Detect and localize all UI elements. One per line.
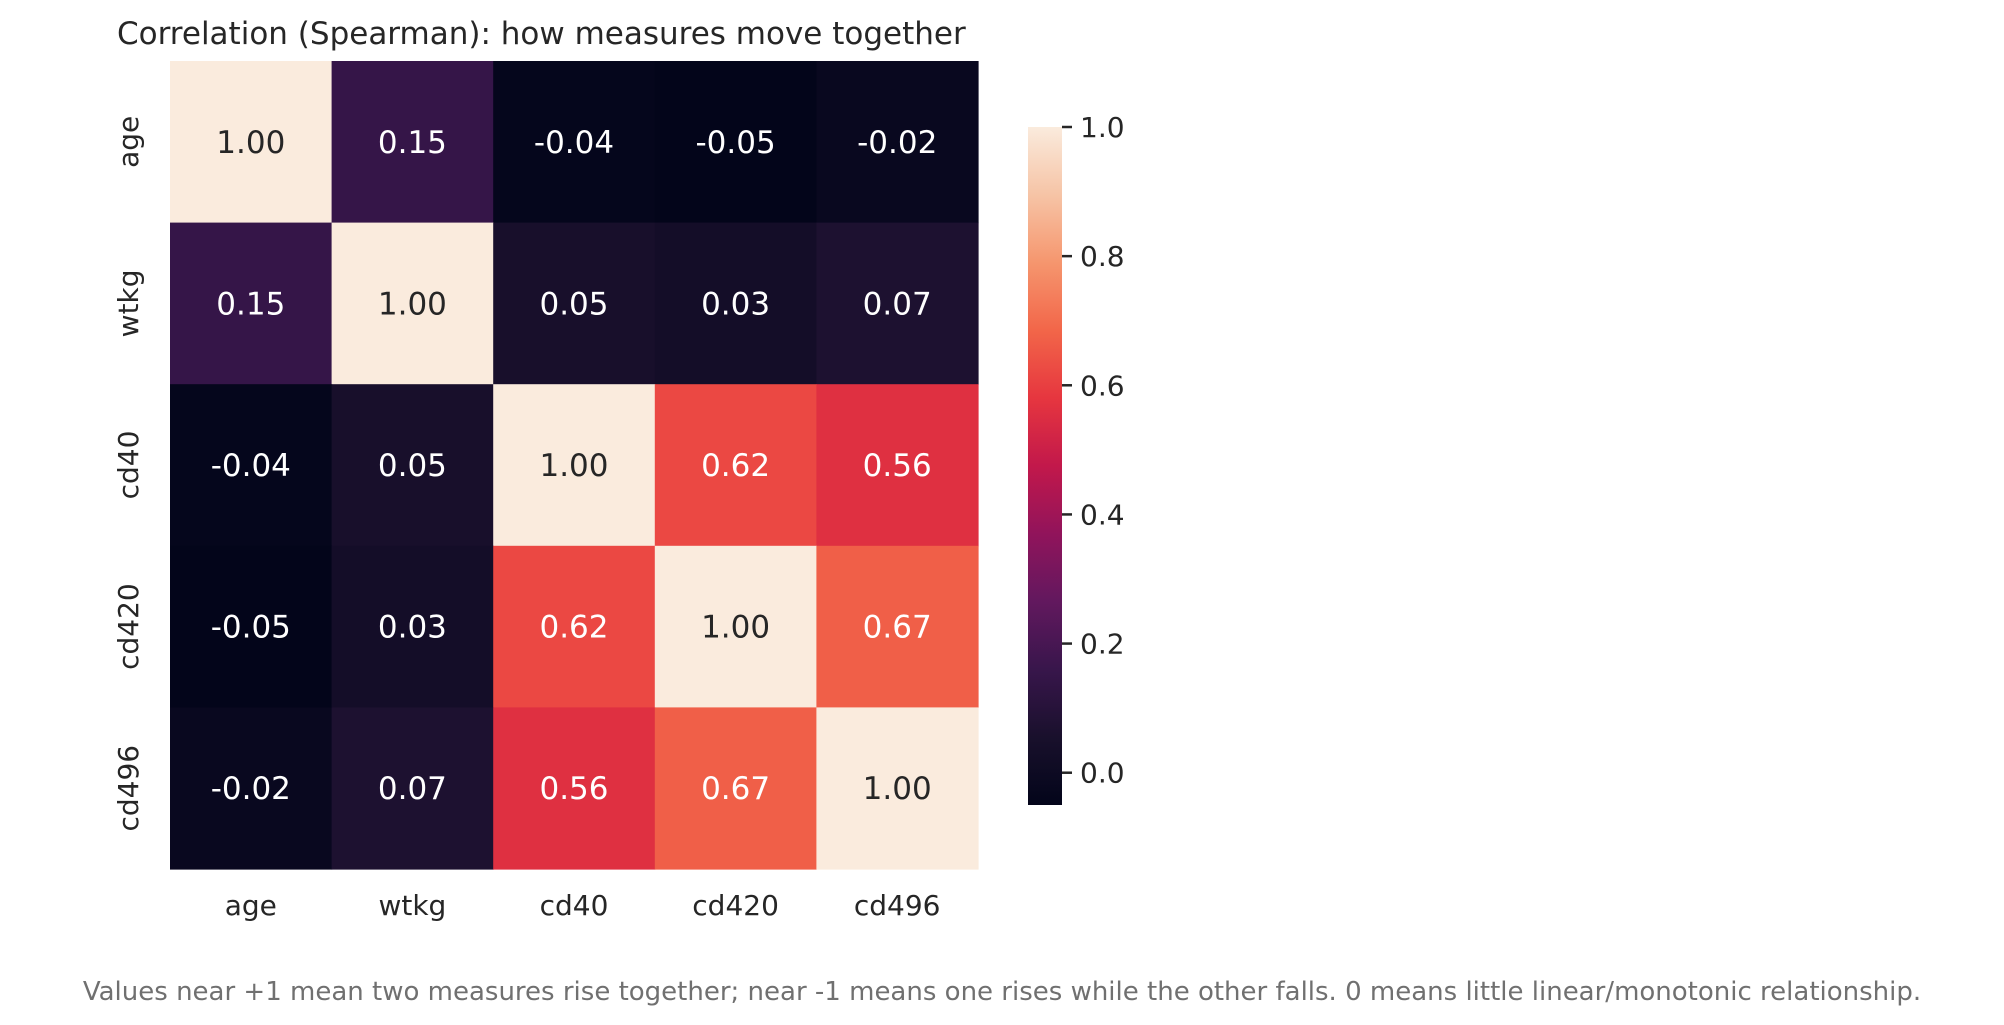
cell-wtkg-cd420 bbox=[654, 222, 817, 385]
cell-cd496-wtkg bbox=[331, 707, 494, 870]
cell-cd496-cd420 bbox=[654, 707, 817, 870]
cell-value-label: 0.15 bbox=[378, 125, 447, 161]
y-tick-wtkg: wtkg bbox=[112, 269, 145, 337]
y-tick-cd40: cd40 bbox=[112, 431, 145, 500]
cell-wtkg-cd496 bbox=[816, 222, 979, 385]
chart-title: Correlation (Spearman): how measures mov… bbox=[117, 16, 966, 52]
cell-value-label: 1.00 bbox=[378, 286, 447, 322]
cell-cd40-cd40 bbox=[493, 384, 656, 547]
cell-value-label: -0.05 bbox=[695, 125, 775, 161]
y-tick-cd420: cd420 bbox=[112, 583, 145, 670]
colorbar-tick-label: 0.6 bbox=[1080, 369, 1125, 402]
cell-cd420-cd496 bbox=[816, 545, 979, 708]
cell-value-label: 1.00 bbox=[863, 771, 932, 807]
cell-age-age bbox=[170, 61, 333, 224]
cell-value-label: -0.02 bbox=[857, 125, 937, 161]
cell-value-label: -0.05 bbox=[211, 610, 291, 646]
cell-cd496-cd40 bbox=[493, 707, 656, 870]
cell-value-label: -0.02 bbox=[211, 771, 291, 807]
cell-age-cd40 bbox=[493, 61, 656, 224]
cell-wtkg-age bbox=[170, 222, 333, 385]
cell-value-label: -0.04 bbox=[534, 125, 614, 161]
cell-cd420-wtkg bbox=[331, 545, 494, 708]
cell-cd40-cd420 bbox=[654, 384, 817, 547]
x-tick-age: age bbox=[225, 889, 277, 922]
cell-value-label: 0.56 bbox=[539, 771, 608, 807]
cell-value-label: 0.15 bbox=[216, 286, 285, 322]
cell-value-label: 1.00 bbox=[216, 125, 285, 161]
cell-value-label: 0.07 bbox=[378, 771, 447, 807]
cell-value-label: 0.67 bbox=[863, 610, 932, 646]
cell-value-label: 1.00 bbox=[701, 610, 770, 646]
y-tick-labels: age wtkg cd40 cd420 cd496 bbox=[112, 116, 145, 832]
colorbar-tick-label: 0.2 bbox=[1080, 628, 1125, 661]
x-tick-labels: age wtkg cd40 cd420 cd496 bbox=[225, 889, 941, 922]
cell-cd496-cd496 bbox=[816, 707, 979, 870]
cell-value-label: 1.00 bbox=[539, 448, 608, 484]
x-tick-cd496: cd496 bbox=[854, 889, 941, 922]
cell-cd420-cd420 bbox=[654, 545, 817, 708]
x-tick-wtkg: wtkg bbox=[378, 889, 446, 922]
y-tick-cd496: cd496 bbox=[112, 745, 145, 832]
cell-cd420-cd40 bbox=[493, 545, 656, 708]
cell-value-label: 0.03 bbox=[701, 286, 770, 322]
cell-cd496-age bbox=[170, 707, 333, 870]
colorbar-tick-label: 1.0 bbox=[1080, 111, 1125, 144]
cell-cd420-age bbox=[170, 545, 333, 708]
colorbar-tick-label: 0.8 bbox=[1080, 240, 1125, 273]
x-tick-cd40: cd40 bbox=[540, 889, 609, 922]
cell-value-label: 0.56 bbox=[863, 448, 932, 484]
cell-value-label: 0.03 bbox=[378, 610, 447, 646]
cell-value-label: 0.62 bbox=[701, 448, 770, 484]
cell-age-cd420 bbox=[654, 61, 817, 224]
x-tick-cd420: cd420 bbox=[692, 889, 779, 922]
cell-cd40-age bbox=[170, 384, 333, 547]
cell-cd40-wtkg bbox=[331, 384, 494, 547]
cell-value-label: 0.05 bbox=[539, 286, 608, 322]
cell-wtkg-wtkg bbox=[331, 222, 494, 385]
cell-age-wtkg bbox=[331, 61, 494, 224]
chart-caption: Values near +1 mean two measures rise to… bbox=[82, 977, 1922, 1007]
cell-value-label: 0.05 bbox=[378, 448, 447, 484]
heatmap-cells: 1.00 0.15 -0.04 -0.05 -0.02 0.15 1.00 0.05 0.03 0… bbox=[170, 61, 979, 870]
cell-value-label: 0.07 bbox=[863, 286, 932, 322]
cell-value-label: 0.62 bbox=[539, 610, 608, 646]
cell-value-label: 0.67 bbox=[701, 771, 770, 807]
y-tick-age: age bbox=[112, 116, 145, 168]
cell-cd40-cd496 bbox=[816, 384, 979, 547]
colorbar-tick-label: 0.0 bbox=[1080, 757, 1125, 790]
colorbar: 0.0 0.2 0.4 0.6 0.8 1.0 bbox=[1028, 111, 1125, 805]
colorbar-tick-label: 0.4 bbox=[1080, 498, 1125, 531]
cell-age-cd496 bbox=[816, 61, 979, 224]
cell-value-label: -0.04 bbox=[211, 448, 291, 484]
colorbar-gradient bbox=[1028, 127, 1062, 805]
cell-wtkg-cd40 bbox=[493, 222, 656, 385]
